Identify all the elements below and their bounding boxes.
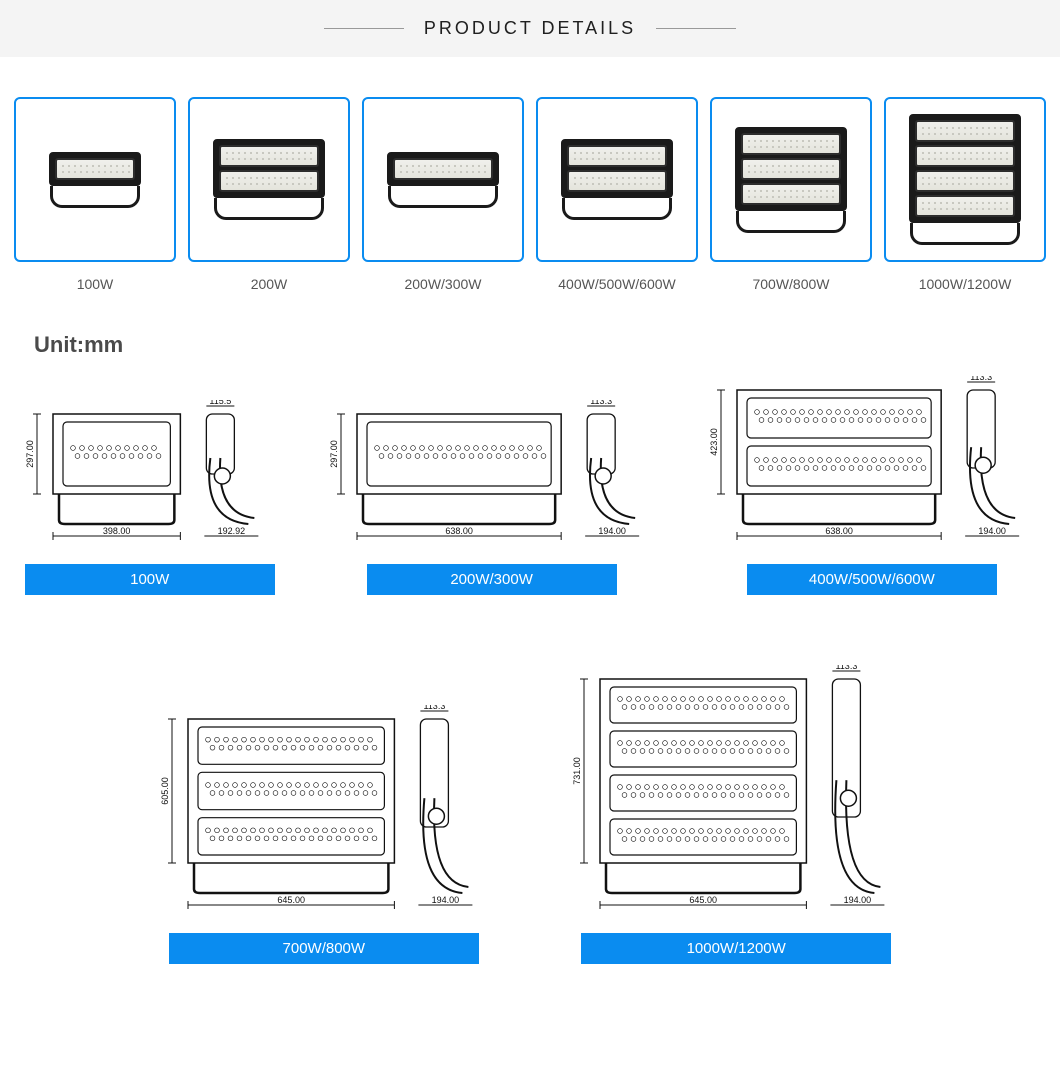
variant-card[interactable] <box>884 97 1046 262</box>
led-panel <box>741 183 841 205</box>
dimension-row-top: 297.00 398.00 115.5 192.92 100W 297.00 6… <box>18 376 1042 595</box>
led-panel-stack <box>735 127 847 211</box>
dimension-block: 731.00 645.00 113.3 194.00 1000W/1200W <box>570 665 902 964</box>
variant-label: 100W <box>14 276 176 292</box>
svg-text:297.00: 297.00 <box>25 440 35 468</box>
svg-text:194.00: 194.00 <box>431 895 459 905</box>
variant: 200W/300W <box>362 97 524 292</box>
variant-card[interactable] <box>14 97 176 262</box>
svg-text:645.00: 645.00 <box>689 895 717 905</box>
mount-bracket <box>50 186 140 208</box>
svg-text:113.3: 113.3 <box>970 376 992 382</box>
dimension-drawing: 297.00 638.00 113.3 194.00 <box>327 400 657 546</box>
section-title: PRODUCT DETAILS <box>424 18 636 39</box>
mount-bracket <box>214 198 324 220</box>
led-panel <box>741 158 841 180</box>
header-rule-left <box>324 28 404 29</box>
led-panel <box>393 158 493 180</box>
variant: 1000W/1200W <box>884 97 1046 292</box>
variant-card[interactable] <box>362 97 524 262</box>
dimension-block: 297.00 638.00 113.3 194.00 200W/300W <box>327 400 657 595</box>
fixture-render <box>213 139 325 220</box>
svg-text:605.00: 605.00 <box>160 777 170 805</box>
svg-text:113.3: 113.3 <box>590 400 612 406</box>
led-panel <box>741 133 841 155</box>
svg-text:638.00: 638.00 <box>445 526 473 536</box>
dimension-row-bottom: 605.00 645.00 113.3 194.00 700W/800W 731… <box>18 665 1042 964</box>
variant-label: 400W/500W/600W <box>536 276 698 292</box>
svg-text:192.92: 192.92 <box>218 526 246 536</box>
variant: 700W/800W <box>710 97 872 292</box>
led-panel <box>55 158 135 180</box>
led-panel-stack <box>213 139 325 198</box>
variant-label: 1000W/1200W <box>884 276 1046 292</box>
svg-text:731.00: 731.00 <box>572 757 582 785</box>
fixture-render <box>909 114 1021 245</box>
fixture-render <box>561 139 673 220</box>
dimension-block: 423.00 638.00 113.3 194.00 400W/500W/600… <box>707 376 1037 595</box>
variant-card[interactable] <box>536 97 698 262</box>
led-panel <box>915 195 1015 217</box>
dimension-drawing: 605.00 645.00 113.3 194.00 <box>158 705 490 915</box>
dimension-label: 700W/800W <box>169 933 479 964</box>
svg-text:115.5: 115.5 <box>209 400 231 406</box>
svg-text:297.00: 297.00 <box>329 440 339 468</box>
section-header: PRODUCT DETAILS <box>0 0 1060 57</box>
led-panel-stack <box>387 152 499 186</box>
variant-card[interactable] <box>710 97 872 262</box>
mount-bracket <box>562 198 672 220</box>
unit-label: Unit:mm <box>34 332 1042 358</box>
led-panel <box>567 145 667 167</box>
mount-bracket <box>736 211 846 233</box>
svg-text:194.00: 194.00 <box>978 526 1006 536</box>
led-panel-stack <box>561 139 673 198</box>
variant-label: 200W <box>188 276 350 292</box>
variant-label: 700W/800W <box>710 276 872 292</box>
svg-text:194.00: 194.00 <box>598 526 626 536</box>
dimension-label: 100W <box>25 564 275 595</box>
svg-text:113.3: 113.3 <box>835 665 857 671</box>
dimension-drawing: 731.00 645.00 113.3 194.00 <box>570 665 902 915</box>
fixture-render <box>735 127 847 233</box>
dimension-block: 297.00 398.00 115.5 192.92 100W <box>23 400 276 595</box>
mount-bracket <box>388 186 498 208</box>
led-panel <box>219 170 319 192</box>
svg-text:398.00: 398.00 <box>103 526 131 536</box>
svg-text:113.3: 113.3 <box>423 705 445 711</box>
svg-text:194.00: 194.00 <box>844 895 872 905</box>
dimension-drawing: 423.00 638.00 113.3 194.00 <box>707 376 1037 546</box>
variant-card[interactable] <box>188 97 350 262</box>
led-panel <box>915 145 1015 167</box>
dimension-label: 400W/500W/600W <box>747 564 997 595</box>
variant-label: 200W/300W <box>362 276 524 292</box>
dimension-label: 200W/300W <box>367 564 617 595</box>
svg-text:645.00: 645.00 <box>277 895 305 905</box>
dimension-drawing: 297.00 398.00 115.5 192.92 <box>23 400 276 546</box>
led-panel <box>567 170 667 192</box>
fixture-render <box>49 152 141 208</box>
svg-text:638.00: 638.00 <box>825 526 853 536</box>
led-panel <box>219 145 319 167</box>
fixture-render <box>387 152 499 208</box>
variant: 100W <box>14 97 176 292</box>
mount-bracket <box>910 223 1020 245</box>
svg-text:423.00: 423.00 <box>709 428 719 456</box>
led-panel-stack <box>49 152 141 186</box>
led-panel-stack <box>909 114 1021 223</box>
header-rule-right <box>656 28 736 29</box>
dimension-label: 1000W/1200W <box>581 933 891 964</box>
variant-card-row: 100W 200W 200W/300W 400W/500W/600W 700W/800W… <box>0 57 1060 302</box>
dimensions-section: Unit:mm 297.00 398.00 115.5 192.92 100W … <box>0 302 1060 1022</box>
dimension-block: 605.00 645.00 113.3 194.00 700W/800W <box>158 705 490 964</box>
led-panel <box>915 170 1015 192</box>
variant: 400W/500W/600W <box>536 97 698 292</box>
variant: 200W <box>188 97 350 292</box>
led-panel <box>915 120 1015 142</box>
